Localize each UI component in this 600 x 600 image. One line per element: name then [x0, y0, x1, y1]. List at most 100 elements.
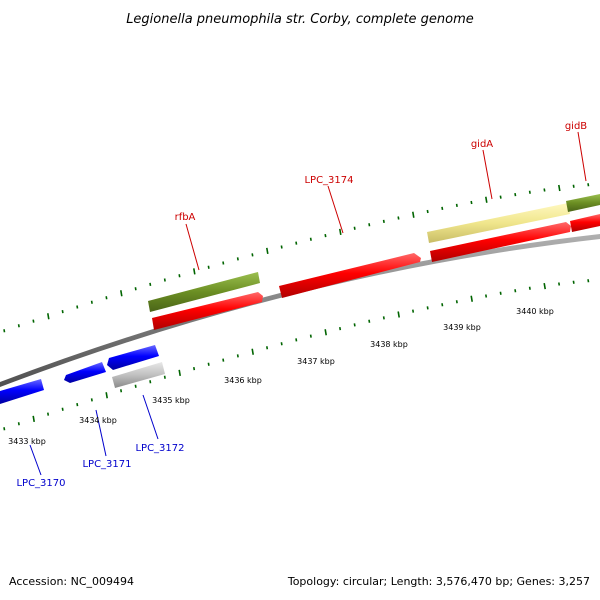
- major-tick: [485, 196, 488, 203]
- minor-tick: [134, 287, 137, 291]
- minor-tick: [558, 282, 561, 286]
- major-tick: [47, 313, 50, 320]
- minor-tick: [207, 265, 210, 269]
- gene-khaki-feature[interactable]: [427, 203, 570, 243]
- minor-tick: [163, 278, 166, 282]
- cds-arrow-gidB[interactable]: [570, 214, 600, 232]
- minor-tick: [309, 237, 312, 241]
- label-LPC_3174[interactable]: LPC_3174: [304, 175, 353, 186]
- minor-tick: [339, 326, 342, 331]
- minor-tick: [353, 323, 356, 327]
- cds-arrow-rfbA[interactable]: [152, 292, 263, 330]
- minor-tick: [17, 324, 20, 328]
- minor-tick: [236, 354, 239, 358]
- scale-label-3436: 3436 kbp: [224, 376, 262, 385]
- major-tick: [32, 415, 35, 423]
- label-LPC_3172[interactable]: LPC_3172: [135, 443, 184, 454]
- minor-tick: [397, 216, 400, 220]
- scale-label-3435: 3435 kbp: [152, 396, 190, 405]
- scale-label-3438: 3438 kbp: [370, 340, 408, 349]
- leader-gidA: [482, 149, 493, 200]
- scale-label-3437: 3437 kbp: [297, 357, 335, 366]
- major-tick: [470, 295, 473, 302]
- cds-arrow-gidA[interactable]: [430, 222, 571, 262]
- major-tick: [105, 392, 108, 399]
- minor-tick: [528, 286, 531, 290]
- minor-tick: [485, 294, 488, 298]
- label-LPC_3170[interactable]: LPC_3170: [16, 478, 65, 489]
- label-gidA[interactable]: gidA: [471, 139, 493, 150]
- leader-LPC_3170: [29, 444, 42, 476]
- scale-label-3434: 3434 kbp: [79, 416, 117, 425]
- minor-tick: [105, 296, 108, 300]
- gene-rfbA-forward[interactable]: [148, 272, 260, 312]
- minor-tick: [426, 209, 429, 214]
- minor-tick: [163, 375, 166, 379]
- minor-tick: [441, 303, 444, 307]
- major-tick: [251, 348, 254, 355]
- leader-LPC_3172: [142, 394, 159, 440]
- cds-arrow-LPC_3172[interactable]: [107, 345, 159, 370]
- minor-tick: [149, 380, 152, 384]
- minor-tick: [222, 358, 225, 362]
- label-rfbA[interactable]: rfbA: [175, 212, 196, 223]
- major-tick: [558, 184, 561, 192]
- cds-arrow-LPC_3171[interactable]: [64, 362, 106, 383]
- major-tick: [178, 369, 181, 377]
- minor-tick: [587, 183, 590, 187]
- label-gidB[interactable]: gidB: [565, 121, 587, 132]
- minor-tick: [90, 300, 93, 304]
- tick-row-upper: [3, 183, 590, 333]
- map-title: Legionella pneumophila str. Corby, compl…: [126, 12, 474, 27]
- leader-LPC_3174: [327, 185, 344, 234]
- major-tick: [266, 247, 269, 255]
- tick-row-lower: [3, 279, 590, 431]
- minor-tick: [499, 291, 502, 295]
- pseudo-gene-gray[interactable]: [112, 362, 165, 388]
- major-tick: [324, 329, 327, 336]
- minor-tick: [514, 192, 517, 197]
- minor-tick: [499, 195, 502, 199]
- minor-tick: [572, 280, 575, 284]
- minor-tick: [353, 226, 356, 230]
- minor-tick: [207, 362, 210, 366]
- minor-tick: [324, 233, 327, 238]
- cds-arrow-LPC_3174[interactable]: [279, 253, 421, 298]
- minor-tick: [514, 289, 517, 293]
- minor-tick: [90, 398, 93, 402]
- label-LPC_3171[interactable]: LPC_3171: [82, 459, 131, 470]
- scale-label-3439: 3439 kbp: [443, 323, 481, 332]
- minor-tick: [368, 223, 371, 227]
- minor-tick: [47, 412, 50, 416]
- major-tick: [193, 268, 196, 275]
- minor-tick: [266, 346, 269, 350]
- minor-tick: [528, 190, 531, 194]
- minor-tick: [309, 334, 312, 338]
- major-tick: [397, 311, 400, 318]
- minor-tick: [587, 279, 590, 283]
- leader-LPC_3171: [95, 409, 107, 457]
- scale-label-3440: 3440 kbp: [516, 307, 554, 316]
- minor-tick: [17, 422, 20, 426]
- leader-gidB: [577, 131, 587, 182]
- minor-tick: [543, 188, 546, 192]
- minor-tick: [222, 261, 225, 265]
- minor-tick: [149, 282, 152, 287]
- scale-label-3433: 3433 kbp: [8, 437, 46, 446]
- minor-tick: [368, 319, 371, 323]
- minor-tick: [455, 203, 458, 208]
- minor-tick: [280, 342, 283, 346]
- minor-tick: [295, 338, 298, 342]
- leader-rfbA: [185, 223, 200, 271]
- cds-arrow-LPC_3170[interactable]: [0, 379, 44, 404]
- minor-tick: [32, 319, 35, 323]
- minor-tick: [251, 253, 254, 257]
- minor-tick: [412, 309, 415, 313]
- minor-tick: [178, 274, 181, 278]
- minor-tick: [3, 427, 6, 431]
- minor-tick: [76, 402, 79, 407]
- minor-tick: [382, 316, 385, 320]
- gene-gidB-green[interactable]: [566, 194, 600, 212]
- minor-tick: [455, 300, 458, 304]
